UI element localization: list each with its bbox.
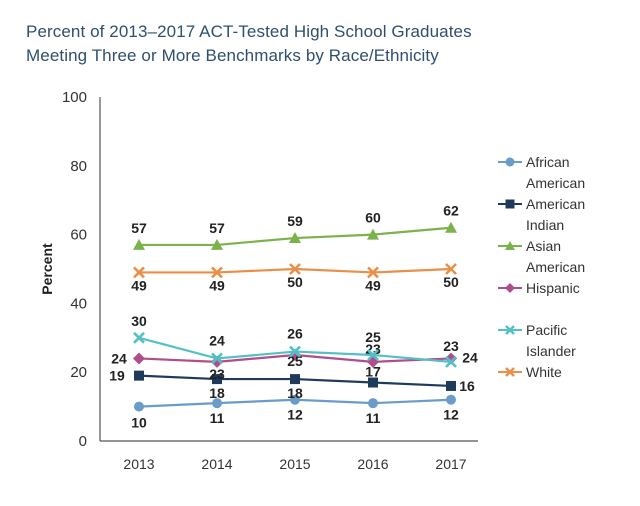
data-label-african-american: 11: [366, 410, 381, 426]
data-label-white: 49: [131, 277, 147, 293]
data-label-american-indian: 16: [459, 378, 475, 394]
legend-marker: [498, 199, 522, 209]
y-tick-label: 20: [70, 364, 87, 381]
data-point-white: [211, 266, 223, 279]
legend-label: White: [526, 362, 636, 383]
x-tick-label: 2017: [435, 456, 466, 472]
data-label-pacific-islander: 30: [131, 313, 147, 329]
data-label-african-american: 11: [210, 410, 225, 426]
chart-title-line-2: Meeting Three or More Benchmarks by Race…: [26, 46, 439, 65]
legend-label-line: Islander: [526, 343, 576, 359]
data-point-asian-american: [211, 238, 223, 250]
chart-title-line-1: Percent of 2013–2017 ACT-Tested High Sch…: [26, 22, 472, 41]
legend-label-line: African: [526, 154, 570, 170]
data-label-american-indian: 17: [365, 364, 381, 380]
x-tick-label: 2013: [123, 456, 154, 472]
data-label-white: 49: [209, 277, 225, 293]
data-point-white: [367, 266, 379, 279]
data-label-asian-american: 60: [365, 210, 381, 226]
data-label-pacific-islander: 24: [209, 332, 225, 348]
data-label-pacific-islander: 26: [287, 326, 303, 342]
data-point-african-american: [368, 398, 378, 409]
data-point-american-indian: [134, 370, 144, 381]
legend-label-line: White: [526, 364, 562, 380]
data-label-american-indian: 19: [109, 368, 125, 384]
data-label-pacific-islander: 23: [443, 338, 459, 354]
data-point-pacific-islander: [133, 331, 145, 344]
data-point-white: [445, 263, 457, 275]
data-point-asian-american: [445, 221, 457, 233]
data-label-american-indian: 18: [209, 385, 225, 401]
data-point-american-indian: [368, 377, 378, 388]
data-point-asian-american: [133, 238, 145, 250]
data-label-white: 50: [443, 274, 459, 290]
data-label-hispanic: 24: [462, 349, 478, 365]
legend-marker: [498, 283, 522, 293]
data-label-hispanic: 23: [209, 366, 225, 382]
legend-label: African American: [526, 152, 636, 194]
x-tick-label: 2014: [201, 456, 232, 472]
data-point-asian-american: [289, 232, 301, 244]
data-point-pacific-islander: [367, 349, 379, 361]
data-point-pacific-islander: [289, 345, 301, 358]
legend-label: Asian American: [526, 236, 636, 278]
y-tick-label: 40: [70, 295, 87, 312]
data-point-african-american: [446, 394, 456, 405]
data-point-pacific-islander: [211, 352, 223, 365]
y-tick-label: 0: [79, 433, 87, 450]
data-point-african-american: [290, 394, 300, 405]
legend-marker: [498, 367, 522, 377]
data-label-asian-american: 59: [287, 213, 303, 229]
legend-label: American Indian: [526, 194, 636, 236]
data-point-asian-american: [367, 228, 379, 240]
legend-label-line: Indian: [526, 217, 565, 233]
data-point-white: [133, 266, 145, 279]
legend-label-line: Asian: [526, 238, 562, 254]
x-tick-label: 2015: [279, 456, 310, 472]
data-label-hispanic: 24: [111, 350, 127, 366]
y-tick-label: 80: [70, 158, 87, 175]
data-label-african-american: 12: [287, 407, 303, 423]
data-label-white: 50: [287, 274, 303, 290]
x-tick-label: 2016: [357, 456, 388, 472]
chart-title: Percent of 2013–2017 ACT-Tested High Sch…: [26, 20, 626, 68]
legend-label: Hispanic: [526, 278, 636, 299]
data-label-asian-american: 57: [209, 220, 225, 236]
data-point-pacific-islander: [445, 355, 457, 368]
legend-label-line: Pacific: [526, 322, 568, 338]
data-label-african-american: 10: [131, 415, 147, 431]
legend-label: Pacific Islander: [526, 320, 636, 362]
legend-label-line: American: [526, 196, 586, 212]
data-point-white: [289, 263, 301, 275]
legend-marker: [498, 325, 522, 335]
data-point-american-indian: [290, 374, 300, 385]
y-axis-label: Percent: [39, 243, 55, 295]
data-point-american-indian: [212, 374, 222, 385]
data-point-hispanic: [133, 352, 145, 365]
data-label-asian-american: 57: [131, 220, 147, 236]
data-point-african-american: [212, 398, 222, 409]
legend-marker: [498, 157, 522, 167]
y-tick-label: 60: [70, 227, 87, 244]
y-tick-label: 100: [62, 89, 87, 106]
data-label-white: 49: [365, 277, 381, 293]
data-point-american-indian: [446, 380, 456, 391]
data-label-pacific-islander: 25: [365, 329, 381, 345]
data-label-asian-american: 62: [443, 203, 459, 219]
data-label-american-indian: 18: [287, 385, 303, 401]
legend-label-line: American: [526, 175, 586, 191]
data-point-african-american: [134, 401, 144, 412]
data-label-african-american: 12: [443, 407, 459, 423]
legend-label-line: Hispanic: [526, 280, 580, 296]
legend-label-line: American: [526, 259, 586, 275]
legend-marker: [498, 241, 522, 250]
